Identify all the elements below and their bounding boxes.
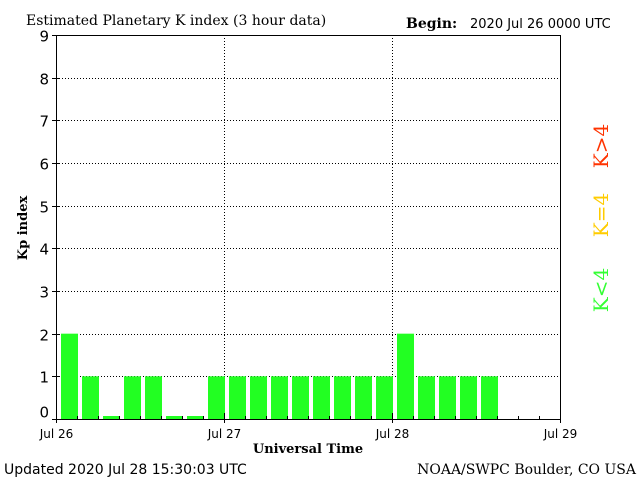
kp-bar xyxy=(334,376,351,419)
legend-entry: K>4 xyxy=(589,124,613,168)
begin-value: 2020 Jul 26 0000 UTC xyxy=(470,17,611,32)
y-tick-label: 8 xyxy=(39,71,49,89)
kp-bar xyxy=(61,333,78,419)
y-tick-label: 3 xyxy=(39,284,49,302)
y-tick-label: 0 xyxy=(39,404,49,422)
legend: K<4 K=4 K>4 xyxy=(589,124,613,312)
kp-bar xyxy=(418,376,435,419)
y-tick-label: 4 xyxy=(39,241,49,259)
grid-lines xyxy=(56,35,560,419)
kp-bar xyxy=(271,376,288,419)
source-credit: NOAA/SWPC Boulder, CO USA xyxy=(417,462,637,478)
y-tick-label: 7 xyxy=(39,113,49,131)
kp-bar xyxy=(103,416,120,419)
chart-title: Estimated Planetary K index (3 hour data… xyxy=(26,13,326,29)
y-tick-label: 5 xyxy=(39,199,49,217)
x-tick-label: Jul 28 xyxy=(375,427,410,441)
kp-bar xyxy=(481,376,498,419)
kp-bar xyxy=(376,376,393,419)
kp-bar xyxy=(187,416,204,419)
y-axis-label: Kp index xyxy=(16,196,31,261)
begin-label: Begin: xyxy=(406,16,457,32)
kp-bar xyxy=(397,333,414,419)
updated-timestamp: Updated 2020 Jul 28 15:30:03 UTC xyxy=(4,462,247,478)
kp-bar xyxy=(82,376,99,419)
legend-entry: K<4 xyxy=(589,268,613,312)
kp-bar xyxy=(145,376,162,419)
kp-bar xyxy=(124,376,141,419)
x-ticks: Jul 26 Jul 27 Jul 28 Jul 29 xyxy=(39,413,578,441)
y-tick-label: 2 xyxy=(39,327,49,345)
x-axis-label: Universal Time xyxy=(253,442,363,457)
kp-bar xyxy=(166,416,183,419)
kp-bar xyxy=(313,376,330,419)
legend-entry: K=4 xyxy=(589,193,613,237)
y-tick-label: 9 xyxy=(39,28,49,46)
x-tick-label: Jul 26 xyxy=(39,427,74,441)
kp-bar xyxy=(439,376,456,419)
kp-bar xyxy=(460,376,477,419)
plot-frame xyxy=(56,35,561,420)
kp-bar xyxy=(250,376,267,419)
kp-bar xyxy=(292,376,309,419)
y-ticks: 0 1 2 3 4 5 6 7 8 9 xyxy=(39,28,60,422)
x-tick-label: Jul 27 xyxy=(207,427,242,441)
kp-bar xyxy=(208,376,225,419)
kp-bar xyxy=(229,376,246,419)
bars xyxy=(61,333,498,419)
x-tick-label: Jul 29 xyxy=(543,427,578,441)
kp-bar xyxy=(355,376,372,419)
y-tick-label: 6 xyxy=(39,156,49,174)
y-tick-label: 1 xyxy=(39,369,49,387)
